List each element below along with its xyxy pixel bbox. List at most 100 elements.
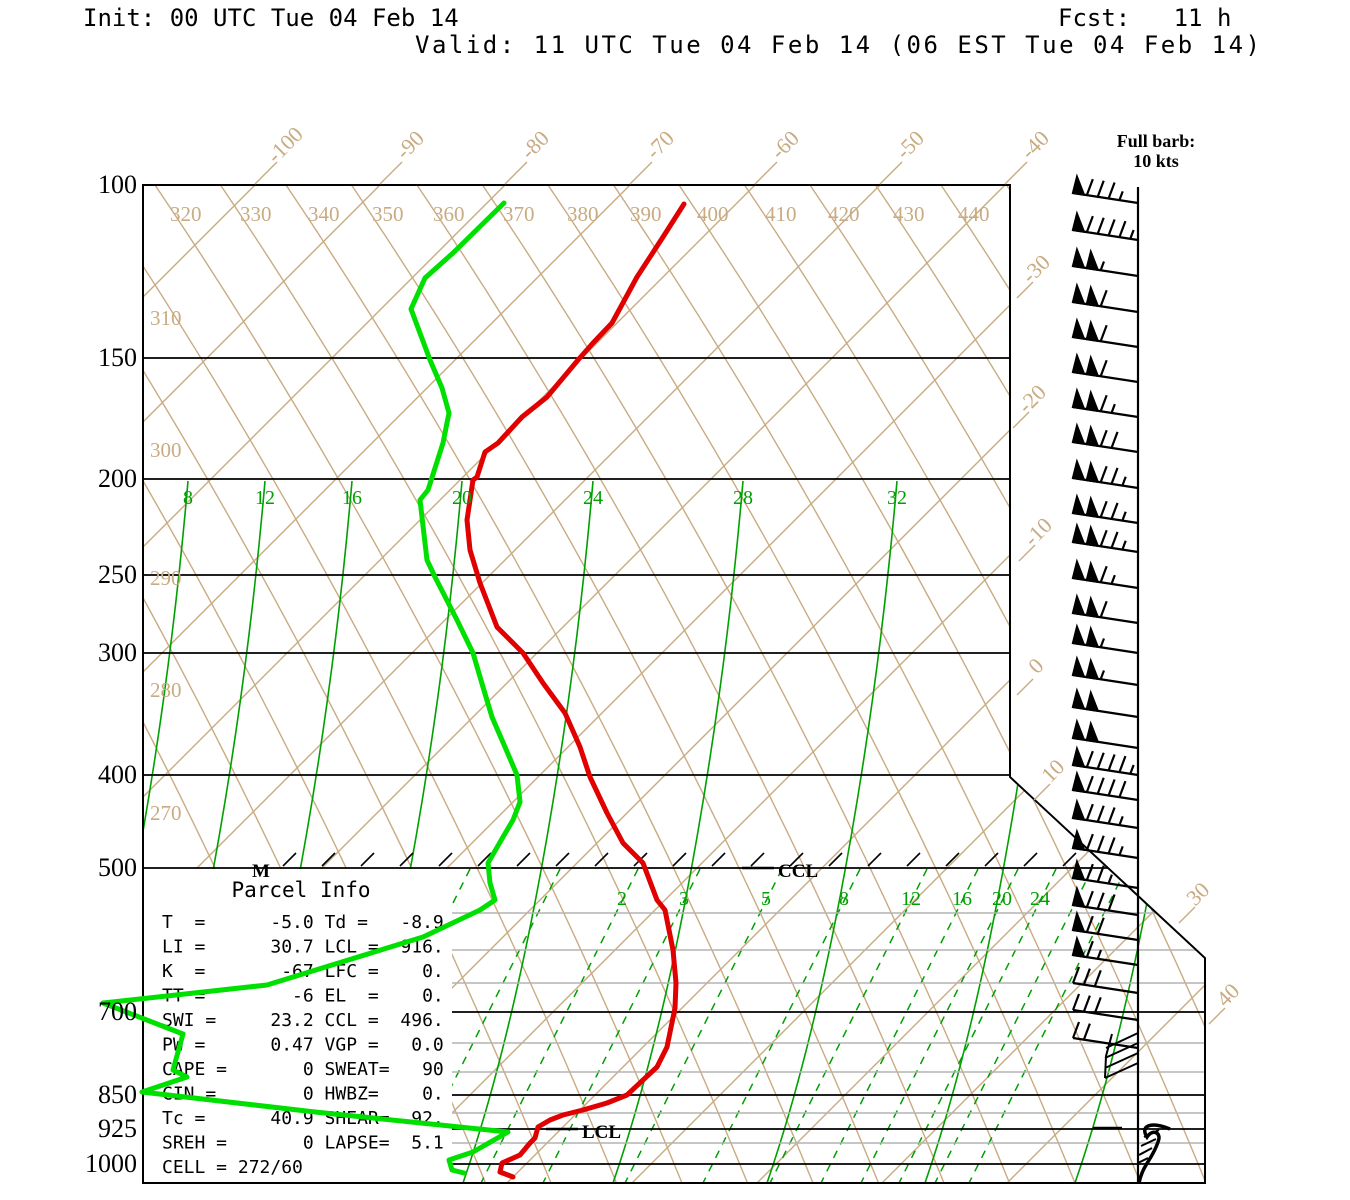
- dry-adiabat-label: 400: [697, 202, 729, 226]
- mixing-ratio-label: 2: [617, 888, 627, 910]
- parcel-info-title: Parcel Info: [231, 878, 370, 902]
- dry-adiabat-label: 360: [433, 202, 465, 226]
- mixing-ratio-label: 8: [839, 888, 849, 910]
- parcel-info-mask: [144, 869, 452, 1182]
- wind-barb: [1071, 317, 1139, 349]
- mixing-ratio-label: 20: [992, 888, 1012, 910]
- wind-barb: [1071, 655, 1139, 687]
- isotherm-stub: [629, 161, 653, 185]
- dry-adiabat-label: 330: [240, 202, 272, 226]
- wind-barb-column: [1071, 173, 1171, 1184]
- parcel-info-panel: Parcel Info T = -5.0 Td = -8.9 LI = 30.7 L…: [144, 869, 452, 1182]
- low-level-barb-cluster: [1104, 1032, 1139, 1079]
- isotherm-label: -100: [262, 122, 308, 168]
- pressure-tick-label: 925: [98, 1114, 137, 1143]
- pressure-tick-label: 300: [98, 638, 137, 667]
- surface-barb-curl: [1137, 1123, 1171, 1184]
- wind-barb: [1071, 387, 1139, 419]
- wind-barb: [1071, 173, 1139, 205]
- wind-barb: [1071, 422, 1139, 454]
- isotherm-label: -30: [1016, 249, 1054, 287]
- wind-barb: [1071, 522, 1139, 554]
- dry-adiabat-label: 370: [503, 202, 535, 226]
- wind-barb: [1071, 718, 1139, 750]
- parcel-info-row: CELL = 272/60: [162, 1157, 303, 1178]
- pressure-tick-label: 500: [98, 853, 137, 882]
- parcel-info-row: CIN = 0 HWBZ= 0.: [162, 1084, 444, 1105]
- dry-adiabat-label: 320: [170, 202, 202, 226]
- isotherm-stub: [754, 161, 778, 185]
- pressure-tick-label: 700: [98, 997, 137, 1026]
- temperature-curve: [464, 201, 687, 1180]
- isotherm-label: -60: [765, 125, 803, 163]
- isotherm-stub: [1016, 678, 1034, 696]
- mixing-ratio-label: 12: [901, 888, 921, 910]
- mixing-ratio-labels: 2 3 5 8 12 16 20 24: [617, 888, 1050, 910]
- isotherm-stub: [1033, 783, 1051, 801]
- isotherm-stub: [1178, 906, 1196, 924]
- lcl-marker: LCL: [582, 1122, 621, 1143]
- dry-adiabat-label: 350: [372, 202, 404, 226]
- parcel-info-row: CAPE = 0 SWEAT= 90: [162, 1059, 444, 1080]
- isotherm-stub: [1004, 161, 1028, 185]
- isotherm-stub: [1016, 281, 1034, 299]
- pressure-tick-label: 150: [98, 343, 137, 372]
- isotherm-label: -50: [890, 125, 928, 163]
- moist-adiabat-labels: 8 12 16 20 24 28 32: [183, 487, 907, 509]
- moist-adiabat-label: 32: [887, 487, 907, 509]
- wind-barb: [1071, 246, 1139, 278]
- wind-barb: [1071, 910, 1139, 942]
- isotherm-label: -10: [1018, 512, 1056, 550]
- parcel-info-row: Tc = 40.9 SHEAR= 92.: [162, 1108, 444, 1129]
- moist-adiabat-label: 8: [183, 487, 193, 509]
- wind-barb-legend: Full barb: 10 kts: [1100, 131, 1212, 171]
- dry-adiabat-label: 440: [958, 202, 990, 226]
- isotherm-label: 0: [1023, 653, 1048, 678]
- pressure-tick-label: 1000: [85, 1149, 137, 1178]
- isotherm-stub: [379, 161, 403, 185]
- parcel-info-row: T = -5.0 Td = -8.9: [162, 912, 444, 933]
- pressure-tick-label: 200: [98, 464, 137, 493]
- level-markers: M CCL LCL: [252, 861, 818, 1143]
- plot-frame: [142, 184, 1206, 1184]
- ccl-marker: CCL: [778, 861, 818, 882]
- isotherm-stub: [254, 161, 278, 185]
- dry-adiabat-label: 380: [567, 202, 599, 226]
- wind-barb: [1071, 210, 1139, 242]
- forecast-hour-label: Fcst: 11 h: [1058, 4, 1232, 32]
- wind-barb-legend-line2: 10 kts: [1133, 151, 1179, 171]
- hatch-500: [282, 852, 1077, 867]
- isotherm-label: -70: [640, 125, 678, 163]
- wind-barb: [1071, 458, 1139, 490]
- isotherm-label: -40: [1015, 125, 1053, 163]
- wind-barb: [1071, 745, 1139, 777]
- pressure-tick-label: 850: [98, 1080, 137, 1109]
- wind-barb: [1071, 935, 1139, 967]
- moist-adiabat-label: 20: [452, 487, 472, 509]
- dry-adiabat-label: 290: [150, 566, 182, 590]
- isotherm-label: 10: [1036, 754, 1069, 787]
- isotherm-stub: [504, 161, 528, 185]
- wind-barb: [1071, 493, 1139, 525]
- mixed-layer-marker: M: [252, 861, 270, 882]
- wind-barb: [1071, 798, 1139, 830]
- wind-barb: [1071, 885, 1139, 917]
- parcel-info-row: LI = 30.7 LCL = 916.: [162, 937, 444, 958]
- parcel-info-row: SREH = 0 LAPSE= 5.1: [162, 1133, 444, 1154]
- moist-adiabat-label: 28: [733, 487, 753, 509]
- parcel-info-row: TT = -6 EL = 0.: [162, 986, 444, 1007]
- pressure-tick-label: 100: [98, 170, 137, 199]
- pressure-tick-label: 400: [98, 760, 137, 789]
- wind-barb: [1071, 352, 1139, 384]
- dry-adiabat-label: 410: [765, 202, 797, 226]
- wind-barb: [1071, 558, 1139, 590]
- isotherm-label: 40: [1211, 978, 1244, 1011]
- parcel-info-row: PW = 0.47 VGP = 0.0: [162, 1035, 444, 1056]
- wind-barb: [1071, 1021, 1139, 1050]
- moist-adiabat-label: 12: [255, 487, 275, 509]
- pressure-tick-label: 250: [98, 560, 137, 589]
- dry-adiabat-label: 300: [150, 438, 182, 462]
- isotherm-label: 30: [1181, 877, 1214, 910]
- parcel-info-row: SWI = 23.2 CCL = 496.: [162, 1010, 444, 1031]
